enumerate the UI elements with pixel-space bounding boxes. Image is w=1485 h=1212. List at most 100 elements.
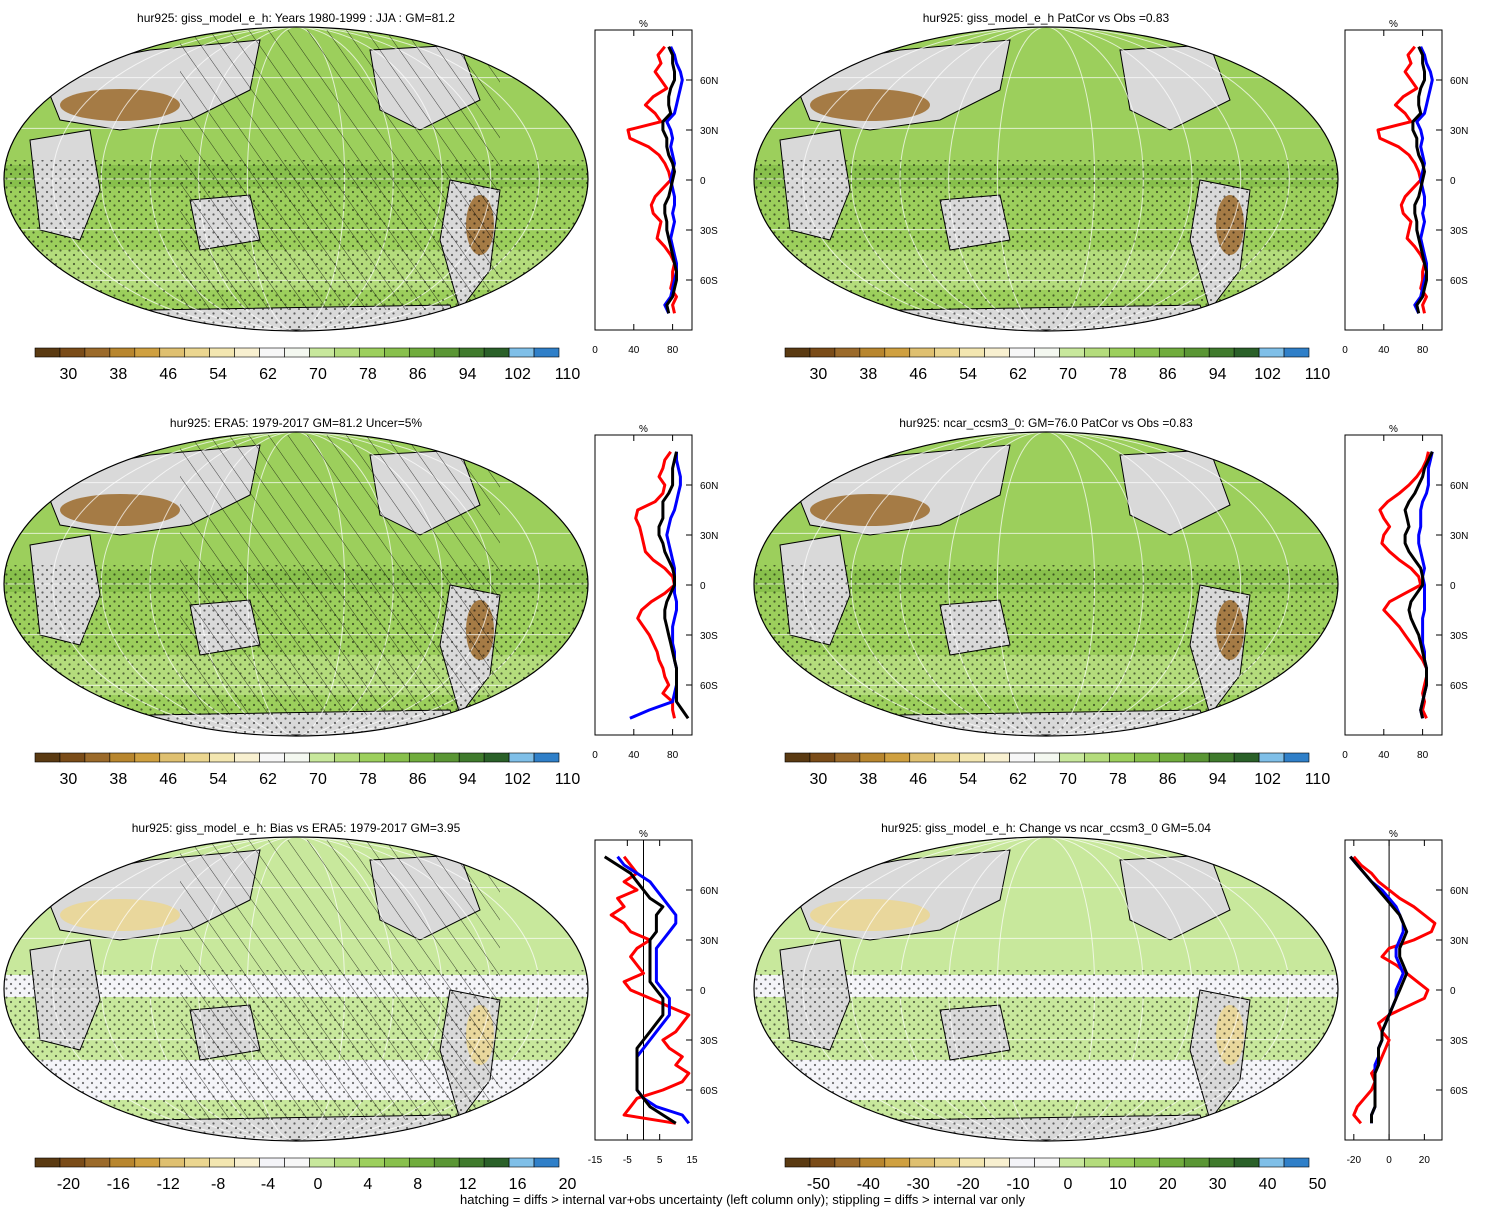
lat-tick-label: 30S: [700, 631, 718, 642]
lat-tick-label: 0: [1450, 176, 1456, 187]
colorbar-label: 110: [555, 366, 581, 383]
zonal-profile: % 0 40 80 60N 30N 0 30S 60S: [592, 19, 718, 356]
colorbar-swatch: [909, 1157, 936, 1168]
colorbar-swatch: [909, 347, 936, 358]
colorbar-swatch: [984, 752, 1010, 763]
colorbar-swatch: [1158, 347, 1185, 358]
colorbar-label: 46: [909, 771, 927, 788]
colorbar-swatch: [533, 752, 560, 763]
colorbar-label: 30: [60, 366, 78, 383]
colorbar: 30 38 46 54 62 70 78 86 94 102 110: [784, 347, 1330, 383]
lat-tick-label: 30S: [1450, 226, 1468, 237]
lat-tick-label: 30S: [700, 1036, 718, 1047]
map-field: [754, 27, 1338, 331]
colorbar-swatch: [384, 347, 410, 358]
colorbar-swatch: [433, 1157, 460, 1168]
colorbar-label: 102: [504, 366, 531, 383]
lat-tick-label: 30N: [700, 531, 718, 542]
colorbar-label: 110: [555, 771, 581, 788]
stippling-overlay: [4, 970, 588, 1141]
map-border: [3, 26, 589, 332]
lat-tick-label: 60S: [1450, 1086, 1468, 1097]
colorbar-swatch: [458, 752, 485, 763]
colorbar-swatch: [359, 347, 385, 358]
profile-series-3: [1349, 855, 1409, 1124]
colorbar-swatch: [309, 347, 335, 358]
colorbar-swatch: [1258, 347, 1285, 358]
lat-tick-label: 0: [1450, 581, 1456, 592]
colorbar-label: 4: [363, 1176, 372, 1193]
profile-series-3: [1411, 46, 1428, 314]
map-field: [4, 27, 588, 331]
colorbar-swatch: [984, 1157, 1010, 1168]
panel-title: hur925: giss_model_e_h PatCor vs Obs =0.…: [923, 11, 1170, 25]
colorbar-label: 38: [859, 771, 877, 788]
colorbar-swatch: [1208, 347, 1235, 358]
lat-tick-label: 60S: [700, 1086, 718, 1097]
lat-tick-label: 30N: [1450, 936, 1468, 947]
colorbar-label: 54: [959, 366, 977, 383]
colorbar-swatch: [458, 347, 485, 358]
colorbar-swatch: [309, 1157, 335, 1168]
profile-series-3: [1403, 451, 1434, 719]
colorbar-label: 70: [309, 771, 327, 788]
lat-tick-label: 60N: [700, 76, 718, 87]
dry-region: [60, 899, 180, 931]
lat-tick-label: 30S: [1450, 1036, 1468, 1047]
colorbar: 30 38 46 54 62 70 78 86 94 102 110: [784, 752, 1330, 788]
x-tick-label: 80: [1417, 750, 1429, 761]
colorbar-swatch: [784, 347, 811, 358]
colorbar-label: 0: [1063, 1176, 1072, 1193]
x-tick-label: 40: [628, 750, 640, 761]
lat-tick-label: 60N: [1450, 481, 1468, 492]
panel-title: hur925: ncar_ccsm3_0: GM=76.0 PatCor vs …: [899, 416, 1193, 430]
x-tick-label: 0: [592, 345, 598, 356]
panel-title: hur925: giss_model_e_h: Change vs ncar_c…: [881, 821, 1211, 835]
colorbar-label: 46: [909, 366, 927, 383]
colorbar-swatch: [1084, 752, 1110, 763]
colorbar-label: 94: [1209, 771, 1227, 788]
colorbar-label: -20: [957, 1176, 980, 1193]
colorbar-swatch: [1158, 1157, 1185, 1168]
colorbar-swatch: [259, 1157, 285, 1168]
colorbar-label: 0: [313, 1176, 322, 1193]
profile-unit: %: [639, 829, 648, 840]
colorbar-swatch: [1283, 752, 1310, 763]
colorbar-swatch: [84, 752, 111, 763]
colorbar-label: -4: [261, 1176, 275, 1193]
x-tick-label: 0: [1342, 345, 1348, 356]
colorbar-swatch: [334, 752, 360, 763]
colorbar-label: 78: [359, 771, 377, 788]
zonal-profile: % -20 0 20 60N 30N 0 30S 60S: [1344, 829, 1468, 1166]
colorbar-label: 20: [559, 1176, 577, 1193]
colorbar-swatch: [284, 347, 310, 358]
colorbar-swatch: [408, 752, 435, 763]
colorbar-label: 70: [309, 366, 327, 383]
colorbar-swatch: [59, 752, 86, 763]
stippling-overlay: [754, 970, 1338, 1141]
colorbar-swatch: [934, 752, 960, 763]
map-border: [753, 836, 1339, 1142]
colorbar-label: 54: [209, 366, 227, 383]
colorbar-swatch: [1059, 752, 1085, 763]
x-tick-label: 80: [1417, 345, 1429, 356]
colorbar-swatch: [508, 752, 535, 763]
colorbar-swatch: [1109, 752, 1135, 763]
colorbar-label: 102: [504, 771, 531, 788]
colorbar-label: 50: [1309, 1176, 1327, 1193]
colorbar-swatch: [1183, 1157, 1210, 1168]
colorbar-swatch: [533, 347, 560, 358]
zonal-profile: % -15 -5 5 15 60N 30N 0 30S 60S: [588, 829, 719, 1166]
colorbar-swatch: [59, 1157, 86, 1168]
colorbar-label: 8: [413, 1176, 422, 1193]
colorbar-label: 20: [1159, 1176, 1177, 1193]
colorbar-swatch: [134, 1157, 161, 1168]
lat-tick-label: 60S: [700, 276, 718, 287]
colorbar-swatch: [1258, 752, 1285, 763]
colorbar-swatch: [1134, 347, 1160, 358]
colorbar-swatch: [334, 347, 360, 358]
colorbar-swatch: [458, 1157, 485, 1168]
profile-unit: %: [1389, 19, 1398, 30]
x-tick-label: 80: [667, 345, 679, 356]
colorbar-swatch: [1283, 347, 1310, 358]
